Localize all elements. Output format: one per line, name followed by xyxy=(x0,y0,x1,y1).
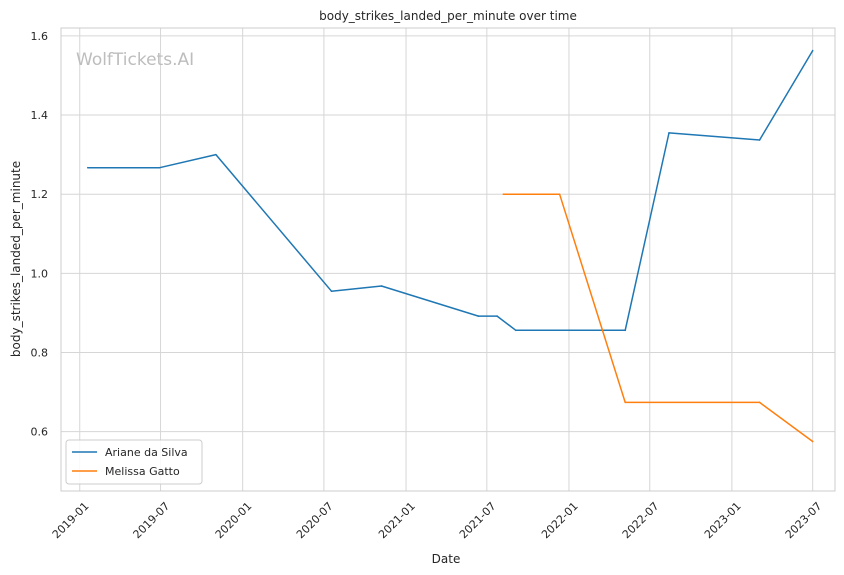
x-tick-label: 2021-01 xyxy=(376,500,418,542)
x-tick-label: 2021-07 xyxy=(457,500,499,542)
data-point-ariane-da-silva xyxy=(624,329,627,332)
y-tick-label: 0.8 xyxy=(31,346,49,359)
data-point-ariane-da-silva xyxy=(330,290,333,292)
data-point-ariane-da-silva xyxy=(86,166,89,169)
x-tick-label: 2019-07 xyxy=(131,500,173,542)
data-point-ariane-da-silva xyxy=(515,329,517,332)
series-line-melissa-gatto xyxy=(503,193,814,443)
data-point-melissa-gatto xyxy=(502,193,505,196)
data-point-ariane-da-silva xyxy=(477,315,480,317)
x-tick-label: 2020-01 xyxy=(213,500,255,542)
y-tick-label: 1.4 xyxy=(31,109,49,122)
data-point-ariane-da-silva xyxy=(668,132,670,134)
x-tick-label: 2020-07 xyxy=(294,500,336,542)
x-tick-label: 2022-01 xyxy=(539,500,581,542)
x-tick-label: 2019-01 xyxy=(50,500,92,542)
y-axis-label: body_strikes_landed_per_minute xyxy=(9,161,23,357)
legend: Ariane da Silva Melissa Gatto xyxy=(65,439,203,485)
y-tick-labels: 0.6 0.8 1.0 1.2 1.4 1.6 xyxy=(31,30,49,439)
data-point-ariane-da-silva xyxy=(811,49,814,52)
y-tick-label: 1.6 xyxy=(31,30,49,43)
series-lines xyxy=(86,49,814,443)
data-point-melissa-gatto xyxy=(558,193,561,196)
data-point-melissa-gatto xyxy=(624,401,627,404)
y-tick-label: 0.6 xyxy=(31,426,49,439)
x-axis-label: Date xyxy=(432,552,461,566)
legend-label-ariane-da-silva: Ariane da Silva xyxy=(105,446,188,459)
data-point-ariane-da-silva xyxy=(380,285,383,287)
series-line-ariane-da-silva xyxy=(87,50,814,332)
plot-frame xyxy=(60,27,836,492)
data-point-ariane-da-silva xyxy=(158,166,161,169)
y-tick-label: 1.0 xyxy=(31,267,49,280)
data-point-ariane-da-silva xyxy=(215,153,217,156)
chart-title: body_strikes_landed_per_minute over time xyxy=(319,9,577,23)
data-point-ariane-da-silva xyxy=(496,315,498,317)
data-point-ariane-da-silva xyxy=(758,139,761,141)
legend-label-melissa-gatto: Melissa Gatto xyxy=(105,465,180,478)
watermark: WolfTickets.AI xyxy=(76,50,194,70)
data-point-melissa-gatto xyxy=(758,401,761,404)
x-tick-label: 2023-07 xyxy=(783,500,825,542)
grid-lines xyxy=(61,28,835,491)
legend-box xyxy=(65,439,203,485)
x-tick-label: 2023-01 xyxy=(702,500,744,542)
y-tick-label: 1.2 xyxy=(31,188,49,201)
x-tick-label: 2022-07 xyxy=(620,500,662,542)
x-tick-labels: 2019-01 2019-07 2020-01 2020-07 2021-01 2021-… xyxy=(50,500,825,542)
data-point-melissa-gatto xyxy=(811,440,814,443)
